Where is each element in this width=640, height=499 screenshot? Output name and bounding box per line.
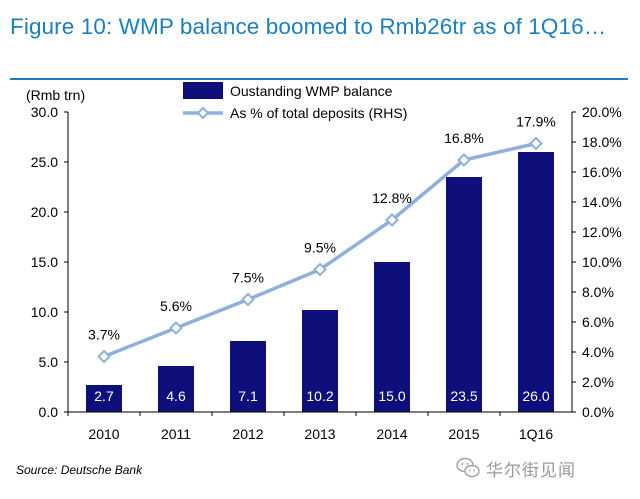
right-tick-label-8.0%: 8.0% xyxy=(582,284,614,300)
bar-2010 xyxy=(86,385,122,412)
right-tick-label-18.0%: 18.0% xyxy=(582,134,622,150)
bar-label-2010: 2.7 xyxy=(94,388,114,404)
legend-bar-label: Oustanding WMP balance xyxy=(230,83,393,99)
bar-label-1Q16: 26.0 xyxy=(522,388,549,404)
chart-title: Figure 10: WMP balance boomed to Rmb26tr… xyxy=(10,14,607,39)
left-tick-label-5.0: 5.0 xyxy=(39,354,59,370)
line-point-1Q16 xyxy=(529,136,543,151)
line-label-2010: 3.7% xyxy=(88,327,120,343)
line-label-1Q16: 17.9% xyxy=(516,114,556,130)
line-point-2015 xyxy=(457,153,471,167)
line-point-2014 xyxy=(385,213,399,227)
bar-label-2013: 10.2 xyxy=(306,388,333,404)
watermark: 华尔街见闻 xyxy=(456,455,576,481)
bar-label-2014: 15.0 xyxy=(378,388,405,404)
line-label-2015: 16.8% xyxy=(444,130,484,146)
legend-line-marker xyxy=(196,106,210,120)
bar-1Q16 xyxy=(518,152,554,412)
right-tick-label-6.0%: 6.0% xyxy=(582,314,614,330)
line-label-2011: 5.6% xyxy=(160,298,192,314)
line-label-2014: 12.8% xyxy=(372,190,412,206)
x-tick-label-2010: 2010 xyxy=(88,426,119,442)
line-point-2010 xyxy=(97,349,111,364)
left-tick-label-15.0: 15.0 xyxy=(31,254,58,270)
bar-2011 xyxy=(158,366,194,412)
right-tick-label-2.0%: 2.0% xyxy=(582,374,614,390)
bar-label-2015: 23.5 xyxy=(450,388,477,404)
x-tick-label-2012: 2012 xyxy=(232,426,263,442)
legend-line-label: As % of total deposits (RHS) xyxy=(230,105,407,121)
legend-bar-swatch xyxy=(183,82,223,99)
bar-2012 xyxy=(230,341,266,412)
line-label-2013: 9.5% xyxy=(304,240,336,256)
x-tick-label-2014: 2014 xyxy=(376,426,407,442)
right-tick-label-0.0%: 0.0% xyxy=(582,404,614,420)
line-point-2012 xyxy=(241,292,255,307)
bar-2013 xyxy=(302,310,338,412)
watermark-text: 华尔街见闻 xyxy=(486,460,576,481)
x-tick-label-2013: 2013 xyxy=(304,426,335,442)
chat-bubble-icon xyxy=(456,457,480,478)
left-tick-label-30.0: 30.0 xyxy=(31,104,58,120)
right-tick-label-12.0%: 12.0% xyxy=(582,224,622,240)
line-label-2012: 7.5% xyxy=(232,270,264,286)
y-axis-label: (Rmb trn) xyxy=(26,87,85,103)
bar-2014 xyxy=(374,262,410,412)
left-tick-label-25.0: 25.0 xyxy=(31,154,58,170)
x-tick-label-2015: 2015 xyxy=(448,426,479,442)
line-point-2011 xyxy=(169,321,183,335)
bar-label-2012: 7.1 xyxy=(238,388,258,404)
line-point-2013 xyxy=(313,262,327,277)
right-tick-label-10.0%: 10.0% xyxy=(582,254,622,270)
title-divider xyxy=(10,78,628,80)
bar-label-2011: 4.6 xyxy=(166,388,186,404)
source-note: Source: Deutsche Bank xyxy=(16,463,143,477)
right-tick-label-14.0%: 14.0% xyxy=(582,194,622,210)
x-tick-label-2011: 2011 xyxy=(161,426,191,442)
left-tick-label-10.0: 10.0 xyxy=(31,304,58,320)
right-tick-label-20.0%: 20.0% xyxy=(582,104,622,120)
left-tick-label-0.0: 0.0 xyxy=(39,404,59,420)
right-tick-label-4.0%: 4.0% xyxy=(582,344,614,360)
bar-2015 xyxy=(446,177,482,412)
left-tick-label-20.0: 20.0 xyxy=(31,204,58,220)
x-tick-label-1Q16: 1Q16 xyxy=(519,426,553,442)
right-tick-label-16.0%: 16.0% xyxy=(582,164,622,180)
